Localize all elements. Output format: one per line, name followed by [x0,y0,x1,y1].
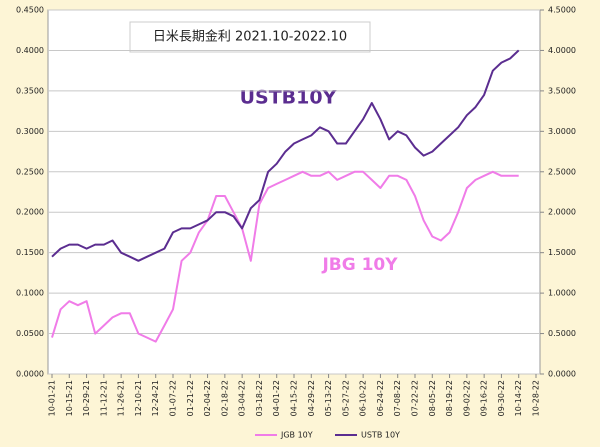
y-tick-label: 0.4000 [16,46,44,55]
x-tick-label: 06-24-22 [376,380,385,416]
x-tick-label: 03-04-22 [238,380,247,416]
y2-tick-label: 2.5000 [548,167,576,176]
x-tick-label: 04-29-22 [307,380,316,416]
series-line [51,170,519,343]
y2-tick-label: 4.5000 [548,6,576,15]
x-tick-label: 10-14-22 [514,380,523,416]
x-tick-label: 07-22-22 [411,380,420,416]
x-tick-label: 01-07-22 [169,380,178,416]
x-tick-label: 09-02-22 [462,380,471,416]
x-tick-label: 03-18-22 [255,380,264,416]
y-tick-label: 0.4500 [16,6,44,15]
x-tick-label: 09-16-22 [480,380,489,416]
y2-tick-label: 1.5000 [548,248,576,257]
y-tick-label: 0.1500 [16,248,44,257]
x-tick-label: 04-15-22 [290,380,299,416]
y-tick-label: 0.1000 [16,289,44,298]
legend-label: JGB 10Y [280,431,313,440]
y-tick-label: 0.3500 [16,86,44,95]
x-tick-label: 09-30-22 [497,380,506,416]
x-tick-label: 10-28-22 [532,380,541,416]
x-tick-label: 10-15-21 [65,380,74,416]
y2-tick-label: 4.0000 [548,46,576,55]
x-tick-label: 05-13-22 [324,380,333,416]
x-tick-label: 02-18-22 [220,380,229,416]
x-tick-label: 02-04-22 [203,380,212,416]
chart-title: 日米長期金利 2021.10-2022.10 [153,29,347,45]
x-tick-label: 12-24-21 [151,380,160,416]
x-tick-label: 12-10-21 [134,380,143,416]
y2-tick-label: 2.0000 [548,208,576,217]
x-tick-label: 01-21-22 [186,380,195,416]
x-tick-label: 11-26-21 [117,380,126,416]
x-tick-label: 06-10-22 [359,380,368,416]
y2-tick-label: 0.5000 [548,329,576,338]
x-tick-label: 08-05-22 [428,380,437,416]
x-tick-label: 10-29-21 [82,380,91,416]
x-tick-label: 10-01-21 [48,380,57,416]
title-box [129,21,371,53]
y-tick-label: 0.0500 [16,329,44,338]
y2-tick-label: 3.0000 [548,127,576,136]
x-tick-label: 07-08-22 [393,380,402,416]
legend-label: USTB 10Y [361,431,400,440]
y-tick-label: 0.2000 [16,208,44,217]
x-tick-label: 04-01-22 [272,380,281,416]
annotation: USTB10Y [240,87,337,109]
y2-tick-label: 3.5000 [548,86,576,95]
x-tick-label: 05-27-22 [341,380,350,416]
y2-tick-label: 0.0000 [548,370,576,379]
y-tick-label: 0.3000 [16,127,44,136]
annotation: JBG 10Y [321,255,398,275]
y2-tick-label: 1.0000 [548,289,576,298]
x-tick-label: 11-12-21 [99,380,108,416]
x-tick-label: 08-19-22 [445,380,454,416]
y-tick-label: 0.0000 [16,370,44,379]
y-tick-label: 0.2500 [16,167,44,176]
series-line [51,49,520,262]
